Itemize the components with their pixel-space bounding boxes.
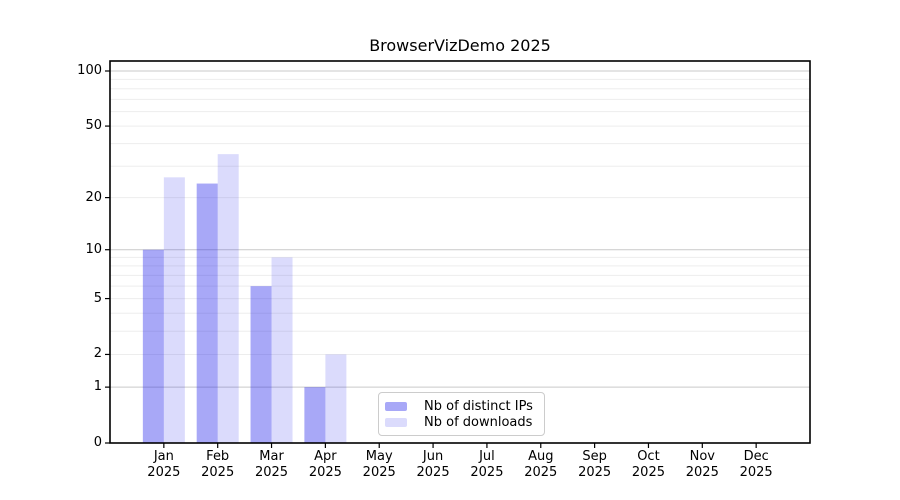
- x-tick-label-line: Jul: [479, 449, 495, 464]
- x-tick-label: Jul 2025: [455, 449, 519, 480]
- x-tick-label-line: 2025: [254, 464, 289, 480]
- x-tick-label-line: 2025: [524, 464, 558, 480]
- y-tick-label: 2: [93, 346, 102, 362]
- y-tick-label: 0: [93, 435, 102, 450]
- x-tick-label: Aug 2025: [509, 449, 573, 480]
- bar: [163, 177, 185, 444]
- x-tick-label-line: 2025: [147, 464, 181, 480]
- x-tick-label: Sep 2025: [563, 449, 627, 480]
- x-tick-label-line: Aug: [528, 449, 554, 464]
- x-tick-label: Feb 2025: [186, 449, 250, 480]
- x-tick-label: Nov 2025: [670, 449, 734, 480]
- x-tick-label-line: Nov: [689, 449, 715, 464]
- x-tick-label-line: 2025: [631, 464, 665, 480]
- x-tick-label: May 2025: [347, 449, 411, 480]
- x-tick-label-line: Feb: [206, 449, 230, 464]
- x-tick-label-line: Jan: [153, 449, 174, 464]
- x-tick-label-line: Apr: [314, 449, 337, 464]
- x-tick-label-line: 2025: [308, 464, 342, 480]
- x-tick-label-line: 2025: [578, 464, 612, 480]
- legend-item: Nb of distinct IPs: [385, 398, 536, 415]
- x-tick-label-line: 2025: [201, 464, 235, 480]
- x-tick-label-line: 2025: [685, 464, 719, 480]
- bar: [304, 387, 326, 443]
- y-tick-label: 10: [85, 241, 102, 257]
- x-tick-label-line: May: [365, 449, 393, 464]
- legend-item: Nb of downloads: [385, 415, 536, 432]
- x-tick-label-line: 2025: [416, 464, 450, 480]
- x-tick-label: Jun 2025: [401, 449, 465, 480]
- legend-label: Nb of distinct IPs: [424, 398, 533, 414]
- legend: Nb of distinct IPs Nb of downloads: [378, 392, 545, 436]
- plot-frame: [109, 60, 811, 444]
- x-tick-label-line: Mar: [259, 449, 284, 464]
- y-tick-label: 1: [93, 379, 102, 395]
- chart-title: BrowserVizDemo 2025: [369, 36, 551, 55]
- x-tick-label-line: 2025: [470, 464, 504, 480]
- x-tick-label: Mar 2025: [240, 449, 304, 480]
- bar: [250, 286, 272, 443]
- bar: [271, 257, 293, 443]
- legend-label: Nb of downloads: [424, 415, 533, 431]
- y-tick-label: 50: [85, 118, 102, 134]
- bar: [325, 354, 347, 443]
- y-tick-label: 5: [93, 290, 102, 306]
- x-tick-label-line: 2025: [739, 464, 773, 480]
- y-tick-label: 20: [85, 189, 102, 205]
- x-tick-label-line: Jun: [422, 449, 444, 464]
- y-tick-label: 100: [77, 63, 102, 78]
- chart-canvas: [105, 60, 811, 448]
- bar: [196, 183, 218, 443]
- x-tick-label-line: Dec: [743, 449, 769, 464]
- bar: [142, 249, 164, 443]
- x-tick-label-line: Oct: [637, 449, 660, 464]
- legend-swatch-distinct-ips: [385, 401, 407, 411]
- x-tick-label: Jan 2025: [132, 449, 196, 480]
- bar: [217, 154, 239, 443]
- x-tick-label: Apr 2025: [293, 449, 357, 480]
- legend-swatch-downloads: [385, 418, 407, 428]
- x-tick-label-line: 2025: [362, 464, 396, 480]
- x-tick-label-line: Sep: [582, 449, 607, 464]
- x-tick-label: Dec 2025: [724, 449, 788, 480]
- x-tick-label: Oct 2025: [616, 449, 680, 480]
